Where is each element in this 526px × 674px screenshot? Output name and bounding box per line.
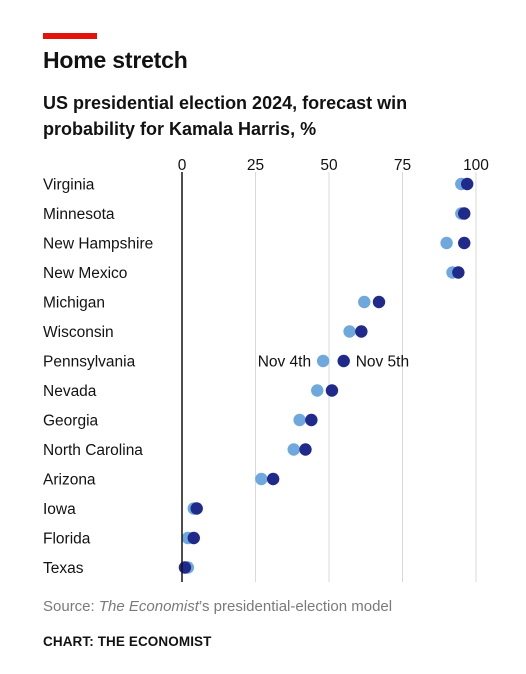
category-label: Nevada: [43, 383, 97, 400]
dot-nov-4: [343, 325, 356, 338]
x-tick-label-100: 100: [463, 157, 489, 174]
x-tick-label-0: 0: [178, 157, 187, 174]
source-note: Source: The Economist’s presidential-ele…: [43, 598, 392, 615]
dot-nov-5: [178, 561, 192, 574]
category-label: Florida: [43, 531, 91, 548]
category-label: Iowa: [43, 501, 76, 518]
dot-nov-5: [372, 295, 386, 309]
dot-nov-5: [266, 472, 280, 486]
chart-title: Home stretch: [43, 47, 188, 73]
dot-nov-5: [355, 325, 368, 338]
dot-nov-5: [452, 266, 465, 279]
category-label: Texas: [43, 560, 84, 577]
dot-nov-5: [337, 354, 350, 368]
dot-nov-5: [187, 531, 200, 545]
source-prefix: Source:: [43, 598, 99, 615]
category-label: Wisconsin: [43, 324, 114, 341]
category-label: Michigan: [43, 295, 105, 312]
category-label: New Hampshire: [43, 236, 153, 253]
dot-nov-4: [293, 413, 306, 427]
dot-nov-5: [325, 384, 339, 397]
chart-subtitle: US presidential election 2024, forecast …: [43, 93, 408, 139]
category-label: Arizona: [43, 472, 96, 489]
category-label: New Mexico: [43, 265, 127, 282]
source-publication: The Economist: [98, 598, 199, 615]
dot-nov-5: [299, 443, 312, 456]
x-tick-label-25: 25: [247, 157, 264, 174]
annotation-nov-5: Nov 5th: [356, 354, 409, 371]
x-tick-label-75: 75: [394, 157, 411, 174]
dot-nov-5: [305, 413, 318, 427]
dot-nov-4: [316, 354, 330, 368]
dot-nov-4: [358, 295, 371, 309]
dot-nov-5: [458, 207, 471, 220]
brand-red-bar: [43, 33, 97, 39]
category-label: Virginia: [43, 177, 95, 194]
category-label: Minnesota: [43, 206, 115, 223]
dot-nov-4: [440, 236, 453, 250]
annotation-nov-4: Nov 4th: [258, 354, 311, 371]
dot-nov-4: [255, 472, 268, 486]
category-label: North Carolina: [43, 442, 143, 459]
dot-nov-4: [287, 443, 300, 456]
category-label: Georgia: [43, 413, 99, 430]
source-suffix: ’s presidential-election model: [198, 598, 393, 615]
x-tick-label-50: 50: [320, 157, 338, 174]
dot-nov-5: [460, 177, 474, 191]
category-label: Pennsylvania: [43, 354, 136, 371]
chart-credit: CHART: THE ECONOMIST: [43, 634, 212, 649]
dot-nov-4: [311, 384, 324, 397]
dot-nov-5: [190, 502, 203, 515]
dot-nov-5: [458, 236, 471, 250]
